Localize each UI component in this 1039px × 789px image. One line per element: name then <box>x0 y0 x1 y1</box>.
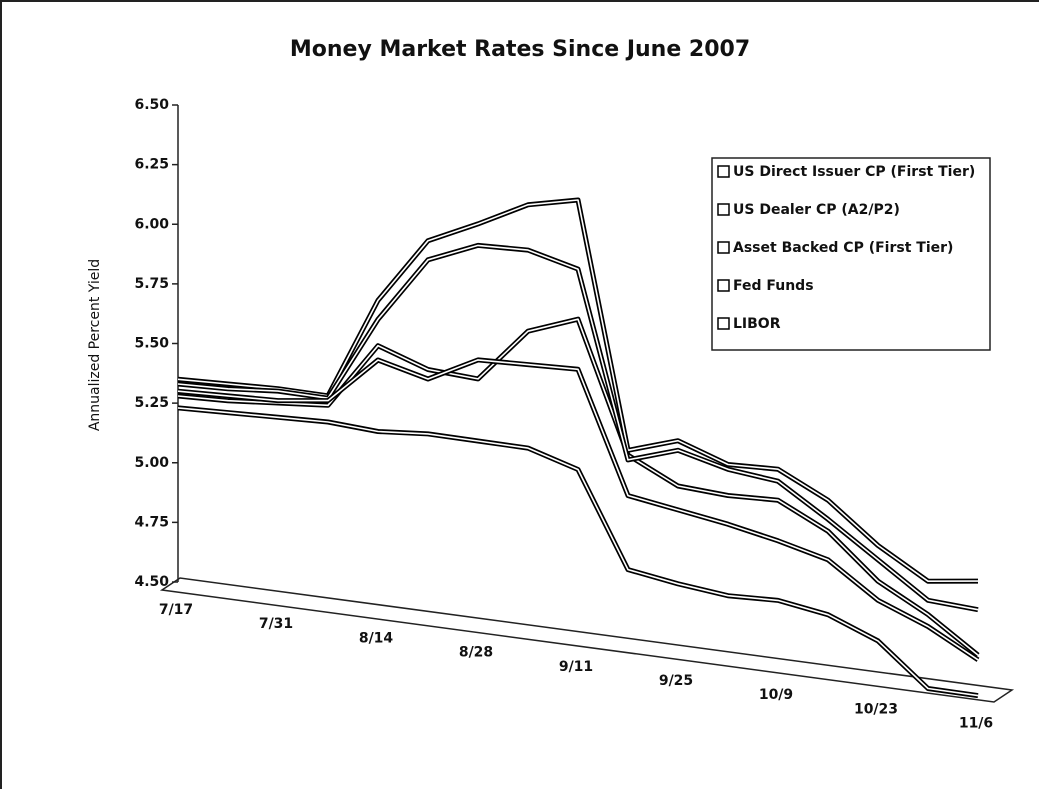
x-tick-label: 8/28 <box>459 645 493 661</box>
y-tick-label: 5.25 <box>134 395 169 411</box>
y-tick-label: 5.00 <box>134 455 169 471</box>
series-line-inner <box>177 407 979 697</box>
legend-swatch <box>717 317 730 330</box>
legend-swatch <box>717 203 730 216</box>
y-tick-label: 5.50 <box>134 336 169 352</box>
x-tick-label: 10/9 <box>759 687 793 703</box>
legend-swatch <box>717 279 730 292</box>
y-tick-label: 6.25 <box>134 157 169 173</box>
series-line <box>177 405 979 699</box>
x-tick-label: 9/11 <box>559 659 593 675</box>
x-tick-label: 9/25 <box>659 673 693 689</box>
x-tick-label: 7/31 <box>259 616 293 632</box>
x-tick-label: 8/14 <box>359 630 394 646</box>
legend-label: US Direct Issuer CP (First Tier) <box>733 164 975 180</box>
y-axis-label: Annualized Percent Yield <box>87 259 103 431</box>
y-tick-label: 4.75 <box>134 514 169 530</box>
y-tick-label: 6.00 <box>134 216 169 232</box>
x-tick-label: 7/17 <box>159 602 193 618</box>
legend-label: US Dealer CP (A2/P2) <box>733 202 900 218</box>
legend-swatch <box>717 241 730 254</box>
legend-label: LIBOR <box>733 316 781 332</box>
y-tick-label: 4.50 <box>134 574 169 590</box>
floor <box>159 577 1015 703</box>
legend-label: Fed Funds <box>733 278 814 294</box>
series-line-inner <box>177 359 979 661</box>
y-tick-label: 5.75 <box>134 276 169 292</box>
legend <box>711 157 991 351</box>
x-tick-label: 10/23 <box>854 701 898 717</box>
y-tick-label: 6.50 <box>134 97 169 113</box>
legend-label: Asset Backed CP (First Tier) <box>733 240 953 256</box>
legend-swatch <box>717 165 730 178</box>
x-tick-label: 11/6 <box>959 716 993 732</box>
chart-title: Money Market Rates Since June 2007 <box>290 37 750 62</box>
series-line-inner <box>177 318 979 656</box>
series-line-inner <box>177 244 979 611</box>
